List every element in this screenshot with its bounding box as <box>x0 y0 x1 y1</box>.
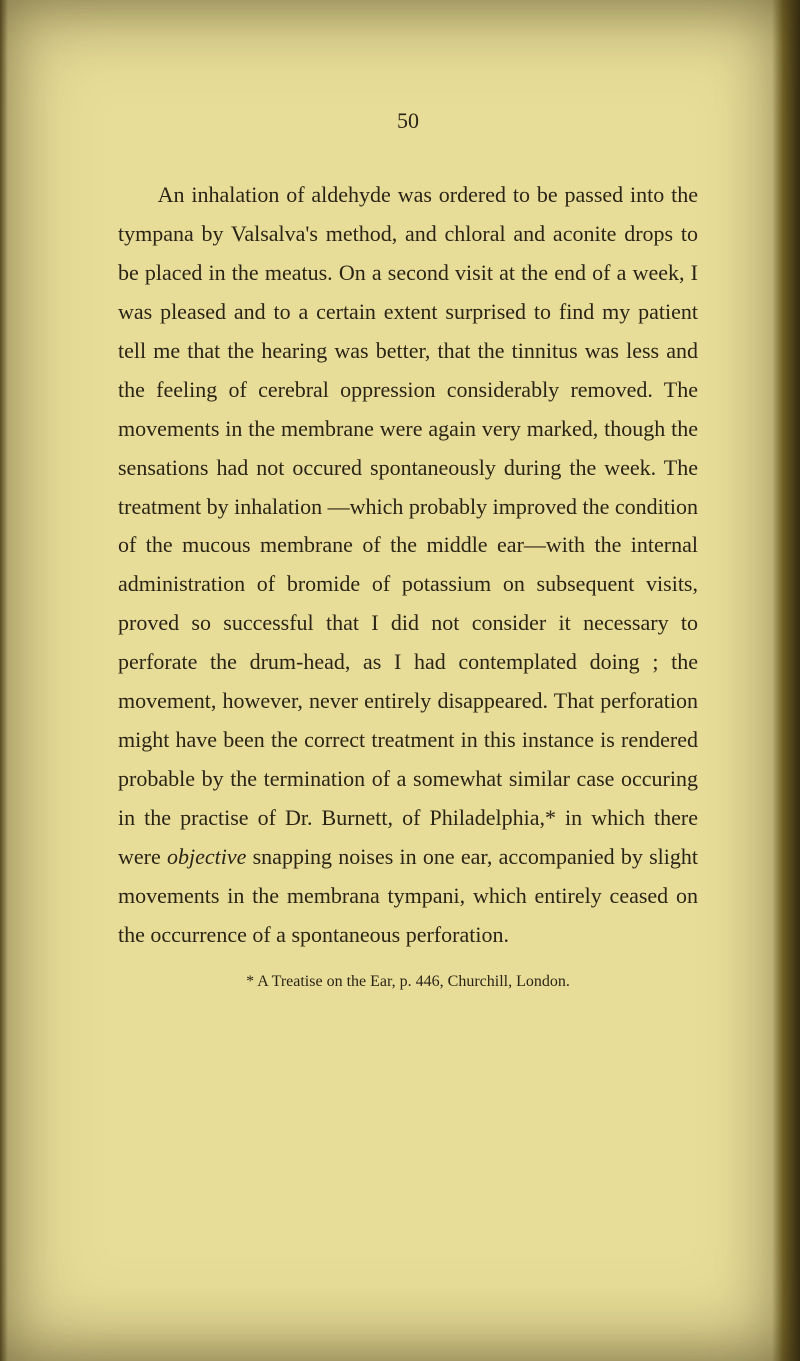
body-text-italic: objective <box>167 844 246 869</box>
page-edge-left <box>0 0 8 1361</box>
footnote: * A Treatise on the Ear, p. 446, Churchi… <box>118 973 698 991</box>
page-content: 50 An inhalation of aldehyde was ordered… <box>118 108 698 991</box>
body-text-part1: An inhalation of aldehyde was ordered to… <box>118 182 698 869</box>
page-number: 50 <box>118 108 698 134</box>
page-edge-right <box>772 0 800 1361</box>
body-paragraph: An inhalation of aldehyde was ordered to… <box>118 176 698 955</box>
